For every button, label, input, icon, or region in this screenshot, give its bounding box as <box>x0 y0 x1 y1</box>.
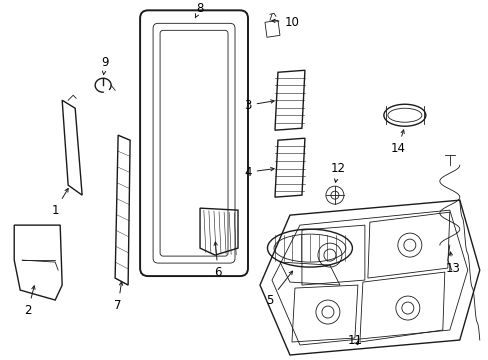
Text: 13: 13 <box>445 252 459 275</box>
Text: 11: 11 <box>346 333 362 347</box>
Text: 6: 6 <box>214 242 222 279</box>
Text: 3: 3 <box>244 99 274 112</box>
Text: 4: 4 <box>244 166 274 179</box>
Text: 12: 12 <box>330 162 345 183</box>
Text: 1: 1 <box>51 189 68 217</box>
Text: 8: 8 <box>195 2 203 18</box>
Text: 7: 7 <box>114 282 122 311</box>
Text: 2: 2 <box>24 286 35 316</box>
Text: 5: 5 <box>266 271 292 307</box>
Text: 10: 10 <box>271 16 299 29</box>
Text: 9: 9 <box>101 56 109 75</box>
Text: 14: 14 <box>389 130 405 155</box>
